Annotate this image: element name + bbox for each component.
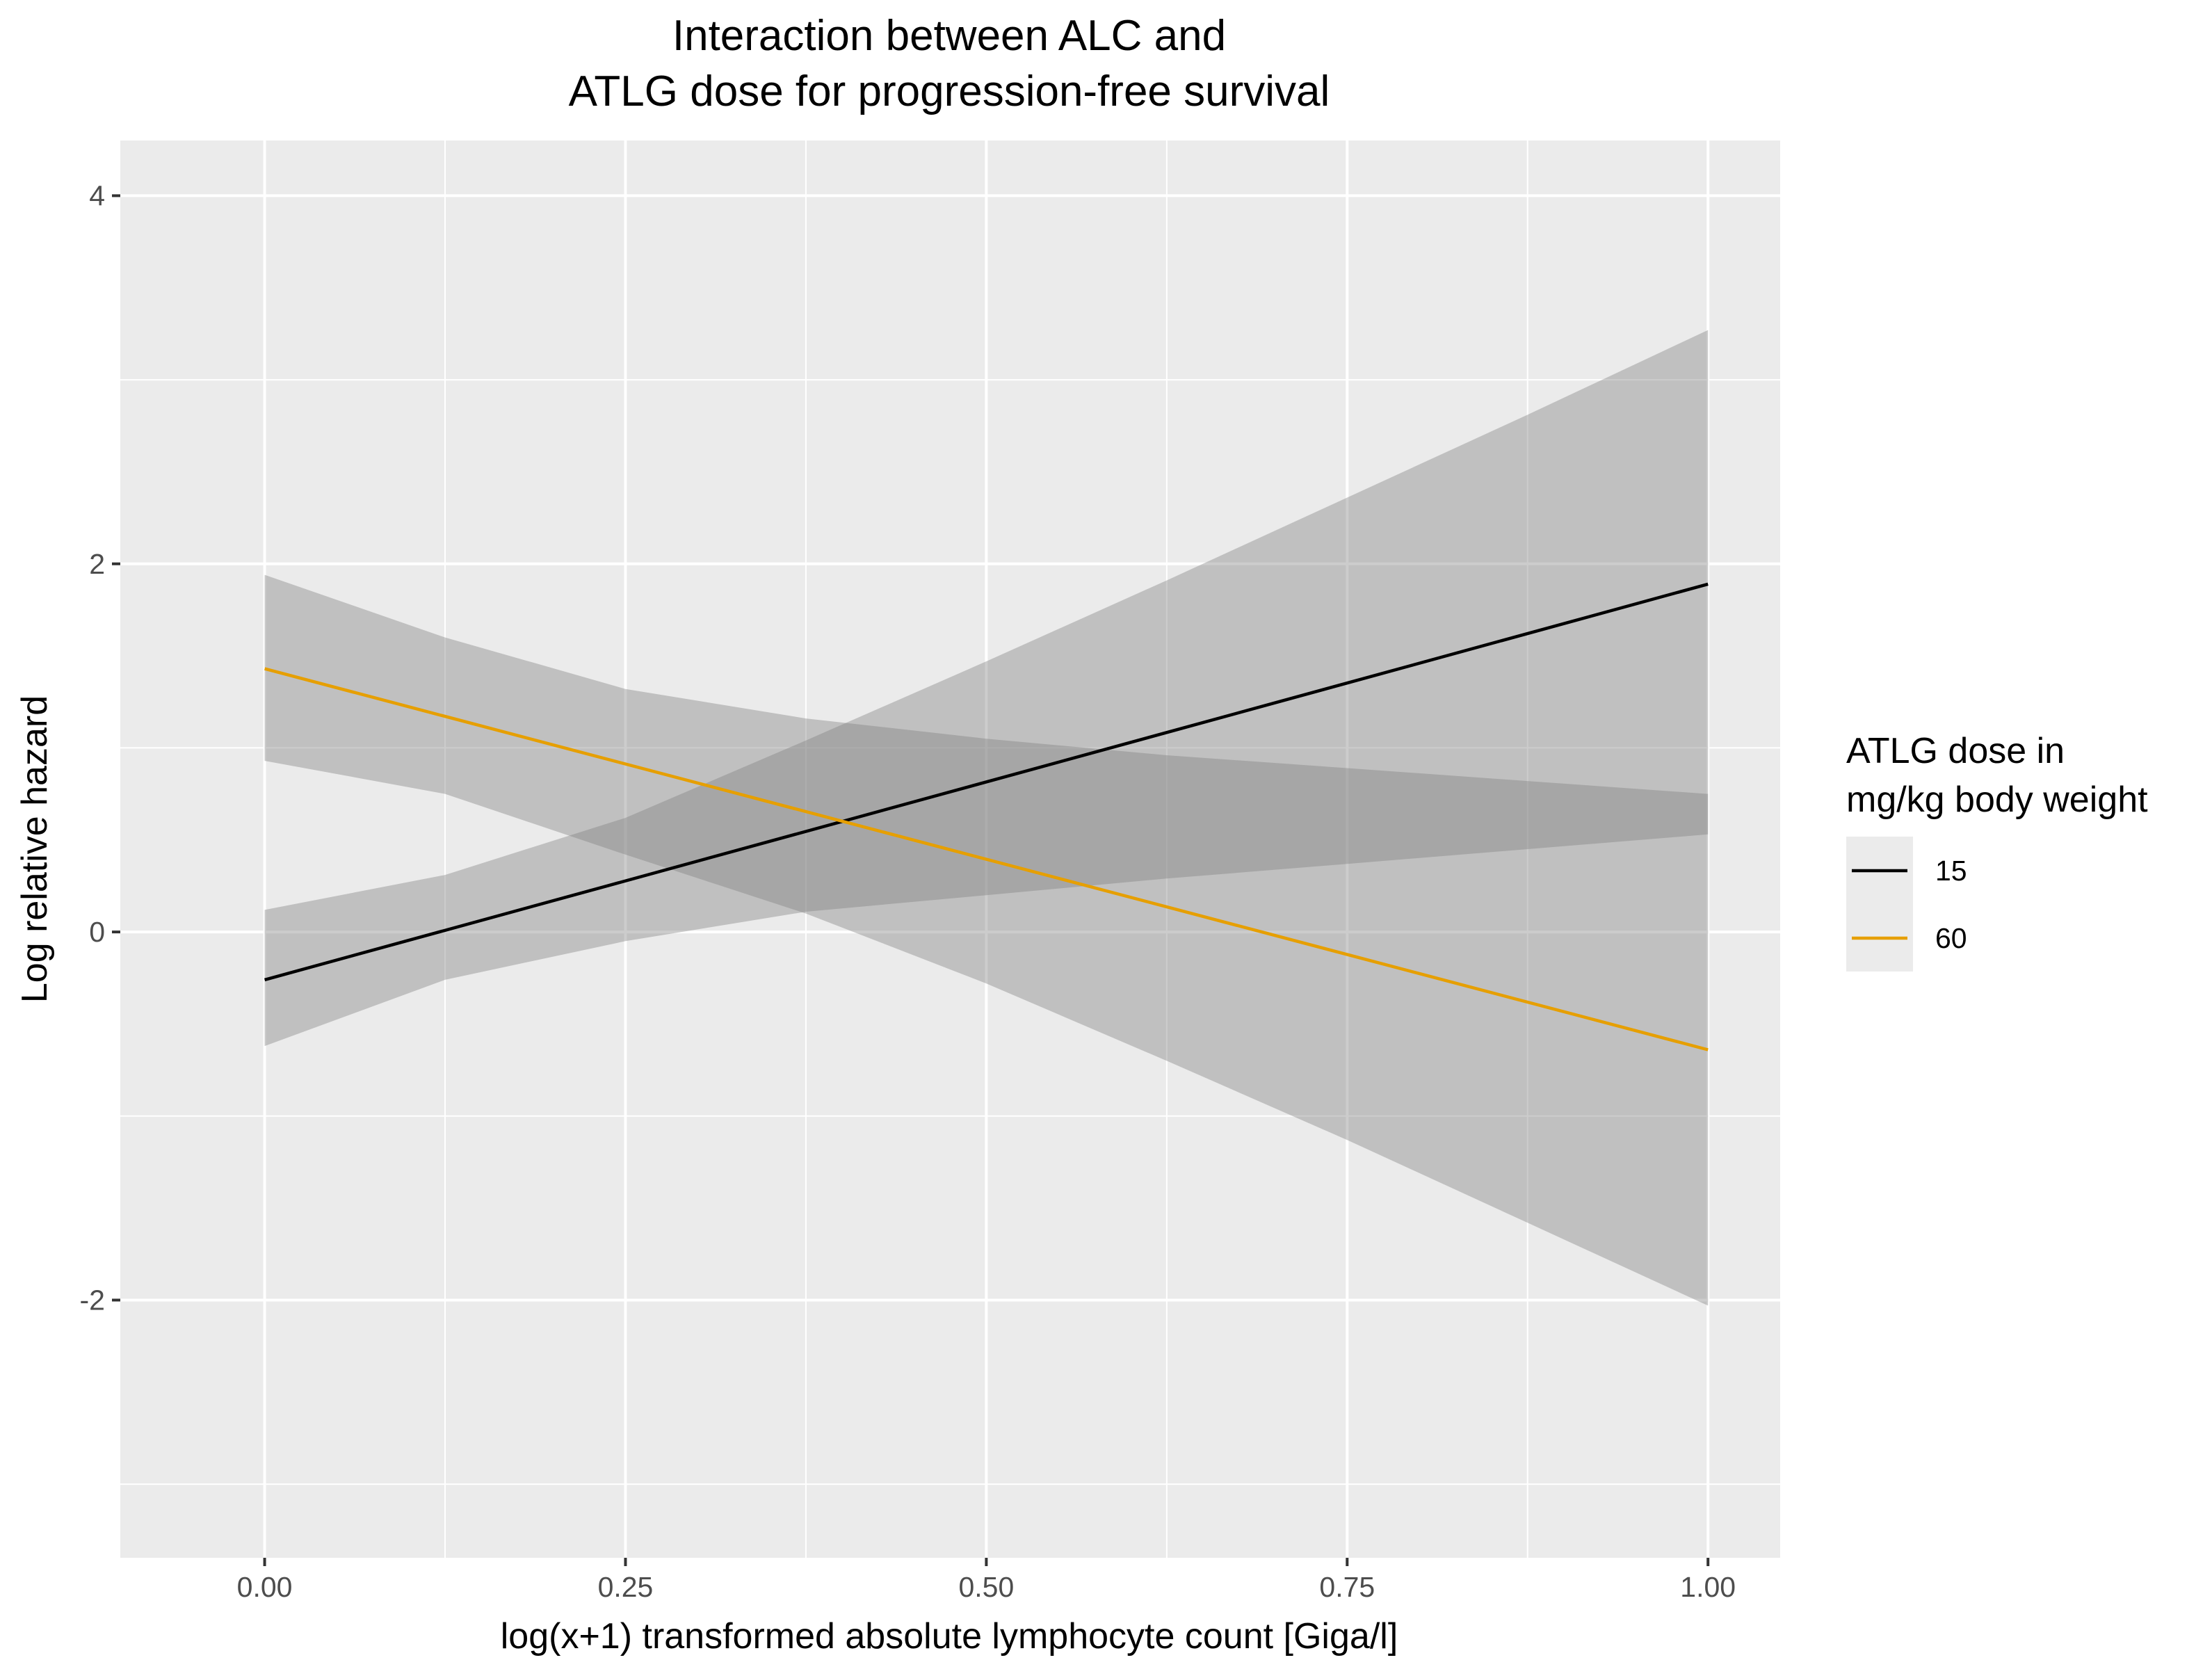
- legend: ATLG dose in mg/kg body weight 15 60: [1846, 731, 2148, 972]
- y-axis-title: Log relative hazard: [15, 695, 55, 1003]
- x-axis-title: log(x+1) transformed absolute lymphocyte…: [501, 1616, 1398, 1657]
- x-tick-label-4: 1.00: [1680, 1571, 1736, 1603]
- y-tick-label-2: 0: [89, 916, 105, 948]
- confidence-band-15: [264, 330, 1709, 1047]
- y-tick-label-0: 4: [89, 179, 105, 211]
- x-axis: 0.00 0.25 0.50 0.75 1.00: [237, 1558, 1736, 1603]
- legend-title-line-1: ATLG dose in: [1846, 731, 2065, 771]
- legend-label-15: 15: [1935, 855, 1967, 887]
- x-tick-label-2: 0.50: [958, 1571, 1014, 1603]
- legend-label-60: 60: [1935, 922, 1967, 954]
- legend-key-background: [1846, 837, 1913, 972]
- y-tick-label-3: -2: [80, 1284, 105, 1316]
- confidence-band-60: [264, 574, 1709, 1306]
- series-line-60: [264, 667, 1709, 1051]
- series-lines: [264, 582, 1709, 1051]
- chart-title-line-1: Interaction between ALC and: [672, 12, 1226, 60]
- y-axis: 4 2 0 -2: [80, 179, 120, 1316]
- minor-gridlines: [120, 140, 1780, 1558]
- x-tick-label-3: 0.75: [1319, 1571, 1375, 1603]
- major-gridlines: [120, 140, 1780, 1558]
- confidence-bands: [264, 330, 1709, 1306]
- series-line-15: [264, 582, 1709, 982]
- y-tick-label-1: 2: [89, 548, 105, 580]
- chart-title-line-2: ATLG dose for progression-free survival: [569, 67, 1330, 115]
- legend-title-line-2: mg/kg body weight: [1846, 780, 2148, 820]
- x-tick-label-0: 0.00: [237, 1571, 293, 1603]
- x-tick-label-1: 0.25: [598, 1571, 654, 1603]
